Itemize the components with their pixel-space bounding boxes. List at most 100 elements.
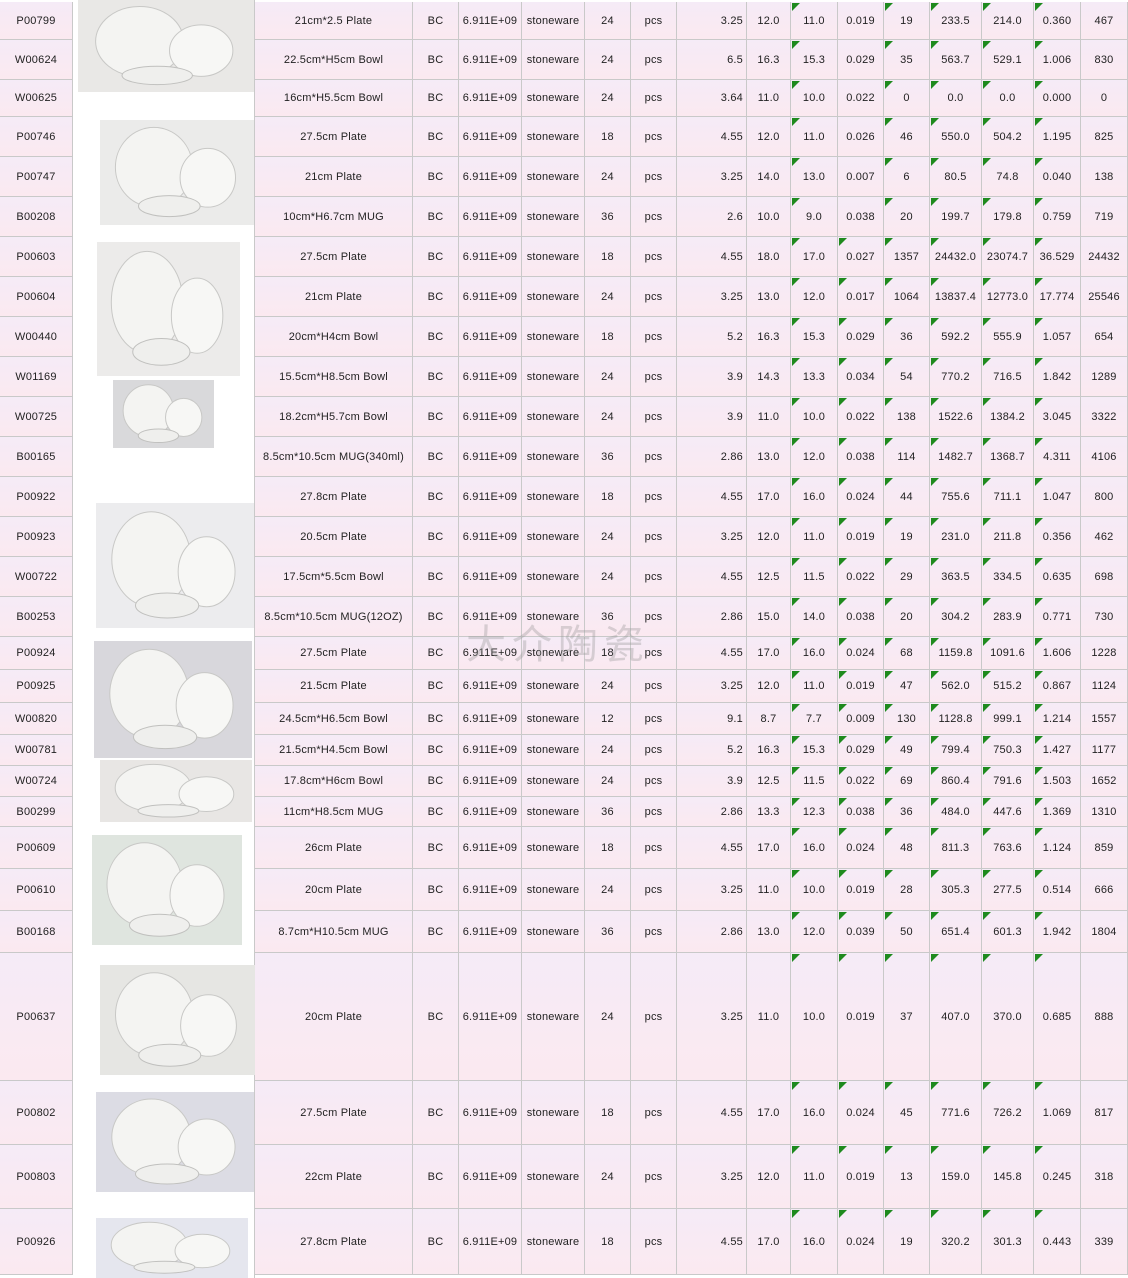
comment-marker [931,954,939,962]
comment-marker [983,598,991,606]
comment-marker [839,478,847,486]
cell: 27.5cm Plate [255,237,413,277]
comment-marker [839,438,847,446]
cell: 888 [1081,953,1128,1081]
cell: pcs [631,557,677,597]
comment-marker [792,828,800,836]
cell: BC [413,703,459,735]
cell: stoneware [522,477,585,517]
cell: W00624 [0,40,73,80]
comment-marker [885,518,893,526]
comment-marker [792,870,800,878]
cell: 22cm Plate [255,1145,413,1209]
cell: 6.911E+09 [459,637,522,670]
cell: BC [413,797,459,827]
cell: 11.0 [791,517,838,557]
cell: 21cm*2.5 Plate [255,2,413,40]
cell: 17.0 [747,637,791,670]
cell: 0.019 [838,670,884,703]
cell: BC [413,670,459,703]
cell: 6.911E+09 [459,703,522,735]
cell: 13 [884,1145,930,1209]
cell: 800 [1081,477,1128,517]
cell: 4.55 [677,117,747,157]
cell: 18.0 [747,237,791,277]
cell: 25546 [1081,277,1128,317]
comment-marker [1035,638,1043,646]
cell: 0.022 [838,80,884,117]
cell: P00747 [0,157,73,197]
comment-marker [885,828,893,836]
cell: 1310 [1081,797,1128,827]
cell: 407.0 [930,953,982,1081]
cell: pcs [631,2,677,40]
comment-marker [1035,598,1043,606]
photo-shape [122,384,175,437]
cell: BC [413,827,459,869]
cell: 13.3 [747,797,791,827]
comment-marker [983,671,991,679]
cell: 6.911E+09 [459,1081,522,1145]
comment-marker [792,767,800,775]
cell: pcs [631,477,677,517]
cell: 24 [585,670,631,703]
comment-marker [1035,1146,1043,1154]
cell: 6.911E+09 [459,80,522,117]
cell: 0.245 [1034,1145,1081,1209]
cell: 23074.7 [982,237,1034,277]
comment-marker [792,41,800,49]
cell: 10.0 [791,953,838,1081]
comment-marker [792,558,800,566]
comment-marker [1035,1210,1043,1218]
comment-marker [1035,518,1043,526]
cell: 24432 [1081,237,1128,277]
cell: 11.0 [747,869,791,911]
cell: 12.5 [747,766,791,797]
cell: 2.86 [677,437,747,477]
comment-marker [1035,954,1043,962]
cell: P00802 [0,1081,73,1145]
comment-marker [885,798,893,806]
comment-marker [1035,3,1043,11]
cell: 24 [585,277,631,317]
cell: pcs [631,911,677,953]
cell: BC [413,517,459,557]
cell: 11cm*H8.5cm MUG [255,797,413,827]
cell: 3.045 [1034,397,1081,437]
comment-marker [931,81,939,89]
photo-shape [109,648,190,739]
cell: stoneware [522,317,585,357]
comment-marker [1035,238,1043,246]
cell: 0.443 [1034,1209,1081,1275]
photo-shape [111,511,192,608]
cell: 8.7cm*H10.5cm MUG [255,911,413,953]
product-photo [100,760,252,822]
cell: 320.2 [930,1209,982,1275]
cell: P00637 [0,953,73,1081]
cell: 13.0 [747,437,791,477]
cell: 698 [1081,557,1128,597]
cell: P00610 [0,869,73,911]
comment-marker [931,638,939,646]
cell: 370.0 [982,953,1034,1081]
cell: BC [413,953,459,1081]
cell: 16.3 [747,735,791,766]
cell: BC [413,766,459,797]
comment-marker [1035,828,1043,836]
cell: 24 [585,1145,631,1209]
cell: pcs [631,357,677,397]
cell: pcs [631,237,677,277]
cell: 24 [585,357,631,397]
cell: 6.911E+09 [459,597,522,637]
comment-marker [839,398,847,406]
cell: stoneware [522,517,585,557]
product-photo [96,1092,254,1192]
cell: P00604 [0,277,73,317]
comment-marker [1035,767,1043,775]
photo-shape [115,972,194,1057]
cell: BC [413,277,459,317]
cell: 6.911E+09 [459,477,522,517]
comment-marker [885,1082,893,1090]
product-photo [113,380,214,448]
cell: BC [413,117,459,157]
